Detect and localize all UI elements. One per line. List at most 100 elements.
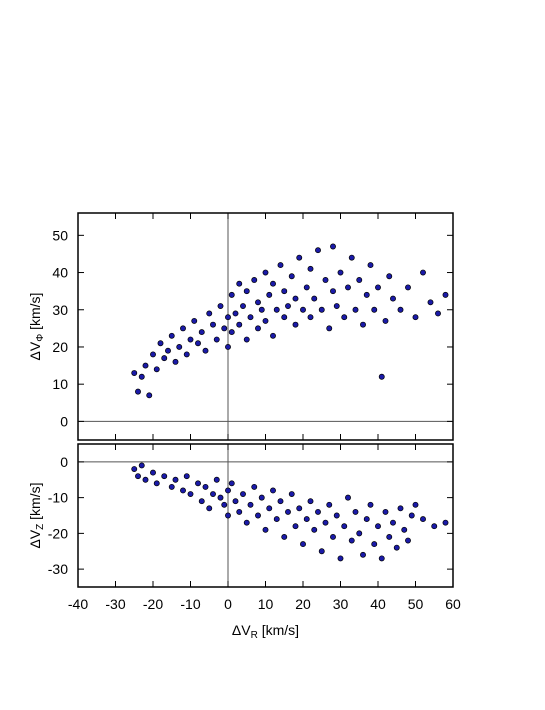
point [270,332,276,339]
point [333,303,340,309]
point [210,491,216,497]
point [273,516,280,523]
point [236,321,243,328]
point [285,303,291,309]
point [251,277,258,283]
point [292,523,299,530]
point [386,534,393,540]
point [296,505,303,512]
point [382,508,389,515]
point [247,314,254,321]
point [330,288,336,295]
point [363,516,370,523]
point [281,288,288,295]
point [378,555,385,562]
axis-label-part: Z [35,524,46,530]
point [240,491,246,497]
point [367,501,374,508]
point [165,347,171,354]
point [367,262,374,269]
point [161,355,168,362]
point [225,344,231,350]
point [333,512,340,519]
point [168,332,175,339]
point [348,254,355,261]
y-tick-label: 0 [60,413,68,429]
point [311,295,318,302]
point [255,299,261,306]
axis-label: ΔVΦ [km/s] [27,293,46,361]
point [157,340,164,347]
point [397,505,404,512]
point [131,370,138,376]
point [255,325,261,332]
point [371,306,378,313]
point [247,501,254,508]
point [206,505,213,512]
point [390,519,396,526]
point [303,284,310,291]
point [198,498,205,505]
point [300,306,306,313]
point [382,317,389,324]
point [393,544,400,551]
axis-label-part: R [251,630,258,641]
y-tick-label: -30 [48,561,68,577]
point [198,329,205,336]
point [221,325,228,332]
point [420,516,426,523]
plot-frame [77,443,454,588]
point [326,325,333,332]
point [243,519,250,526]
point [210,321,216,328]
y-tick-label: -20 [48,525,68,541]
point [262,269,269,276]
point [442,519,449,526]
y-tick-label: -10 [48,490,68,506]
point [292,295,299,302]
point [228,480,235,487]
point [412,314,419,321]
point [202,483,209,490]
point [180,487,186,494]
point [356,530,363,537]
point [236,280,243,287]
point [431,523,438,530]
point [288,273,295,280]
y-tick-label: 40 [52,265,68,281]
point [243,336,250,343]
axis-label: ΔVR [km/s] [232,622,299,641]
x-tick-label: -30 [105,596,125,612]
point [168,483,175,490]
point [277,262,284,269]
point [348,537,355,544]
point [405,537,411,544]
point [363,291,370,298]
point [228,291,235,298]
point [228,329,235,336]
axis-label-part: ΔV [27,341,43,360]
point [172,358,179,365]
point [270,487,276,494]
point [307,314,314,321]
x-tick-label: 60 [445,596,461,612]
axis-label-part: [km/s] [258,622,299,638]
axis-label: ΔVZ [km/s] [27,482,46,548]
point [176,344,183,350]
point [131,466,138,472]
point [262,317,269,324]
point [390,295,396,302]
point [138,373,145,380]
point [318,306,325,313]
point [266,505,273,512]
point [153,480,160,487]
point [135,388,141,395]
point [191,317,198,324]
point [442,291,449,298]
point [142,476,149,483]
point [412,501,419,508]
point [172,476,179,483]
point [266,291,273,298]
point [371,541,378,548]
point [221,501,228,508]
